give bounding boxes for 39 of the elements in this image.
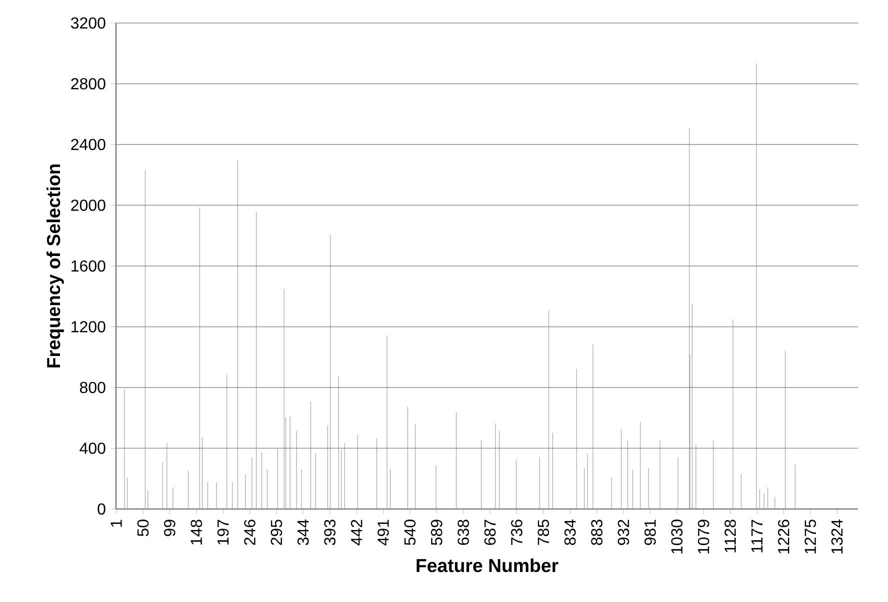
x-tick-label: 1226 <box>778 520 790 554</box>
x-axis-title: Feature Number <box>416 558 558 572</box>
x-tick-label: 344 <box>297 520 309 546</box>
x-tick-label: 1275 <box>804 520 816 554</box>
x-tick-label: 246 <box>244 520 256 545</box>
y-tick-label: 1200 <box>72 321 106 332</box>
x-tick-label: 540 <box>404 520 416 546</box>
x-tick-label: 1177 <box>751 520 762 552</box>
x-tick-label: 1324 <box>831 520 843 554</box>
y-tick-label: 0 <box>98 503 106 515</box>
x-tick-label: 50 <box>137 520 149 536</box>
y-tick-label: 1600 <box>72 260 106 272</box>
x-tick-label: 1 <box>110 520 122 527</box>
y-tick-label: 2400 <box>71 138 106 150</box>
x-tick-label: 393 <box>324 520 336 546</box>
x-tick-label: 491 <box>378 520 389 546</box>
x-tick-label: 197 <box>217 520 229 545</box>
x-tick-label: 736 <box>511 520 522 545</box>
y-tick-label: 800 <box>80 382 106 394</box>
x-tick-label: 785 <box>538 520 550 545</box>
x-tick-label: 1128 <box>724 520 736 552</box>
x-tick-label: 295 <box>270 520 282 545</box>
x-tick-label: 932 <box>618 520 630 545</box>
x-tick-label: 834 <box>564 520 576 546</box>
x-tick-label: 1030 <box>671 520 683 554</box>
y-tick-label: 2800 <box>71 78 106 90</box>
x-tick-label: 442 <box>350 520 362 546</box>
x-tick-label: 148 <box>190 520 202 545</box>
x-tick-label: 1079 <box>698 520 710 554</box>
x-tick-label: 981 <box>644 520 656 545</box>
x-tick-label: 687 <box>484 520 496 545</box>
x-tick-label: 99 <box>164 520 176 536</box>
x-tick-label: 589 <box>430 520 442 546</box>
y-tick-label: 3200 <box>70 17 106 29</box>
x-tick-label: 883 <box>591 520 602 546</box>
y-tick-label: 400 <box>80 442 106 454</box>
y-tick-label: 2000 <box>71 200 106 211</box>
y-axis-title: Frequency of Selection <box>46 164 64 368</box>
x-tick-label: 638 <box>458 520 469 545</box>
